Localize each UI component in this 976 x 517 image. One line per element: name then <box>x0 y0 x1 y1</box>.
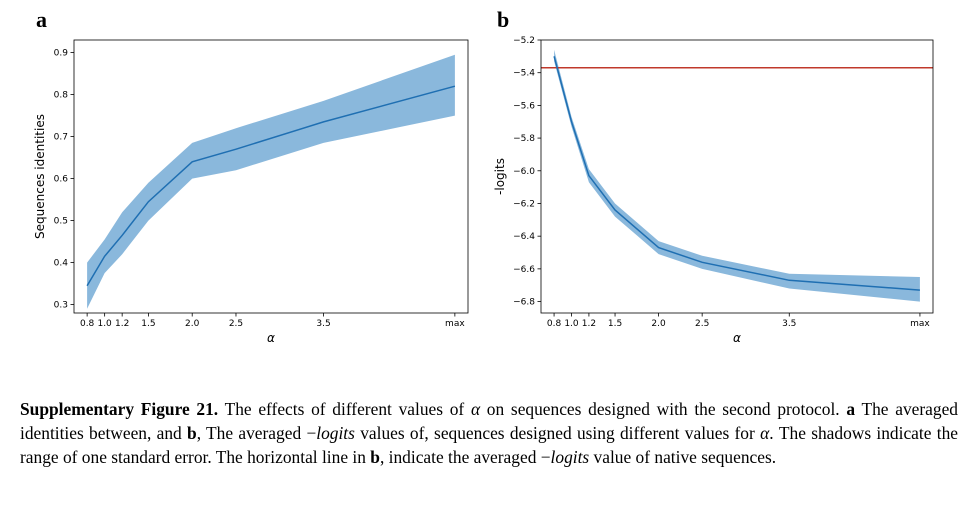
y-tick-label: −6.4 <box>513 232 535 242</box>
caption-alpha: α <box>470 399 481 419</box>
caption-text-5: values of, sequences designed using diff… <box>354 423 761 443</box>
x-tick-label: 2.5 <box>229 319 243 329</box>
chart-b: −5.2−5.4−5.6−5.8−6.0−6.2−6.4−6.6−6.80.8 1… <box>493 36 934 345</box>
y-tick-label: −6.0 <box>513 167 535 177</box>
caption-panel-b-ref: b <box>187 423 197 443</box>
y-tick-label: −6.8 <box>513 298 535 308</box>
x-tick-label: 0.8 <box>547 319 562 329</box>
caption-panel-a-ref: a <box>846 399 856 419</box>
y-tick-label: −6.6 <box>513 265 535 275</box>
x-tick-label: max <box>445 319 465 329</box>
x-tick-label: 3.5 <box>316 319 330 329</box>
y-tick-label: 0.4 <box>54 259 69 269</box>
caption-figure-label: Supplementary Figure 21. <box>20 399 219 419</box>
x-tick-label: 1.0 <box>564 319 579 329</box>
y-tick-label: 0.9 <box>54 49 69 59</box>
std-error-band-a <box>87 54 455 309</box>
x-tick-label: 1.5 <box>141 319 155 329</box>
caption-text-3: The averaged identities between, and <box>20 399 958 443</box>
y-tick-label: 0.6 <box>54 175 69 185</box>
x-tick-label: max <box>910 319 930 329</box>
y-tick-label: 0.8 <box>54 91 69 101</box>
chart-a: 0.30.40.50.60.70.80.90.8 1.0 1.2 1.5 2.0 2.5 3… <box>33 39 469 345</box>
caption-alpha-2: α <box>760 423 770 443</box>
x-tick-label: 0.8 <box>80 319 95 329</box>
plot-frame-b <box>540 39 934 314</box>
y-tick-label: 0.5 <box>54 217 68 227</box>
x-tick-label: 3.5 <box>782 319 796 329</box>
x-tick-label: 1.0 <box>97 319 112 329</box>
plot-frame-a <box>73 39 469 314</box>
mean-line-b <box>553 56 920 291</box>
caption-text-6: . The shadows indicate the range of one … <box>20 423 958 467</box>
x-axis-title: α <box>267 331 275 345</box>
x-tick-label: 1.5 <box>608 319 622 329</box>
caption-text-4: , The averaged <box>196 423 307 443</box>
y-axis-title: Sequences identities <box>33 114 47 239</box>
caption-text-2: on sequences designed with the second pr… <box>480 399 847 419</box>
panel-label-b: b <box>497 7 509 32</box>
y-tick-label: −5.4 <box>513 69 535 79</box>
x-tick-label: 1.2 <box>115 319 129 329</box>
caption-text-7: , indicate the averaged <box>379 447 541 467</box>
x-tick-label: 2.0 <box>651 319 666 329</box>
caption-text-1: The effects of different values of <box>218 399 471 419</box>
y-axis-title: -logits <box>493 158 507 195</box>
y-tick-label: −5.2 <box>513 36 535 46</box>
y-tick-label: 0.7 <box>54 133 68 143</box>
caption-panel-b-ref-2: b <box>370 447 380 467</box>
panel-label-a: a <box>36 7 47 32</box>
caption-text-8: value of native sequences. <box>589 447 777 467</box>
x-tick-label: 1.2 <box>582 319 596 329</box>
y-tick-label: −6.2 <box>513 199 535 209</box>
y-tick-label: −5.6 <box>513 101 535 111</box>
mean-line-a <box>86 85 456 287</box>
caption-logits-1: logits <box>316 423 355 443</box>
y-tick-label: 0.3 <box>54 301 68 311</box>
caption-logits-2: logits <box>550 447 590 467</box>
x-tick-label: 2.0 <box>185 319 200 329</box>
caption-minus-2: − <box>540 447 551 467</box>
std-error-band-b <box>554 49 920 302</box>
caption-minus-1: − <box>306 423 317 443</box>
figure-caption: Supplementary Figure 21. The effects of … <box>20 397 958 469</box>
y-tick-label: −5.8 <box>513 134 535 144</box>
x-tick-label: 2.5 <box>695 319 709 329</box>
figure: a b 0.30.40.50.60.70.80.90.8 1.0 1.2 1.5 2.0… <box>33 7 934 345</box>
x-axis-title: α <box>733 331 741 345</box>
